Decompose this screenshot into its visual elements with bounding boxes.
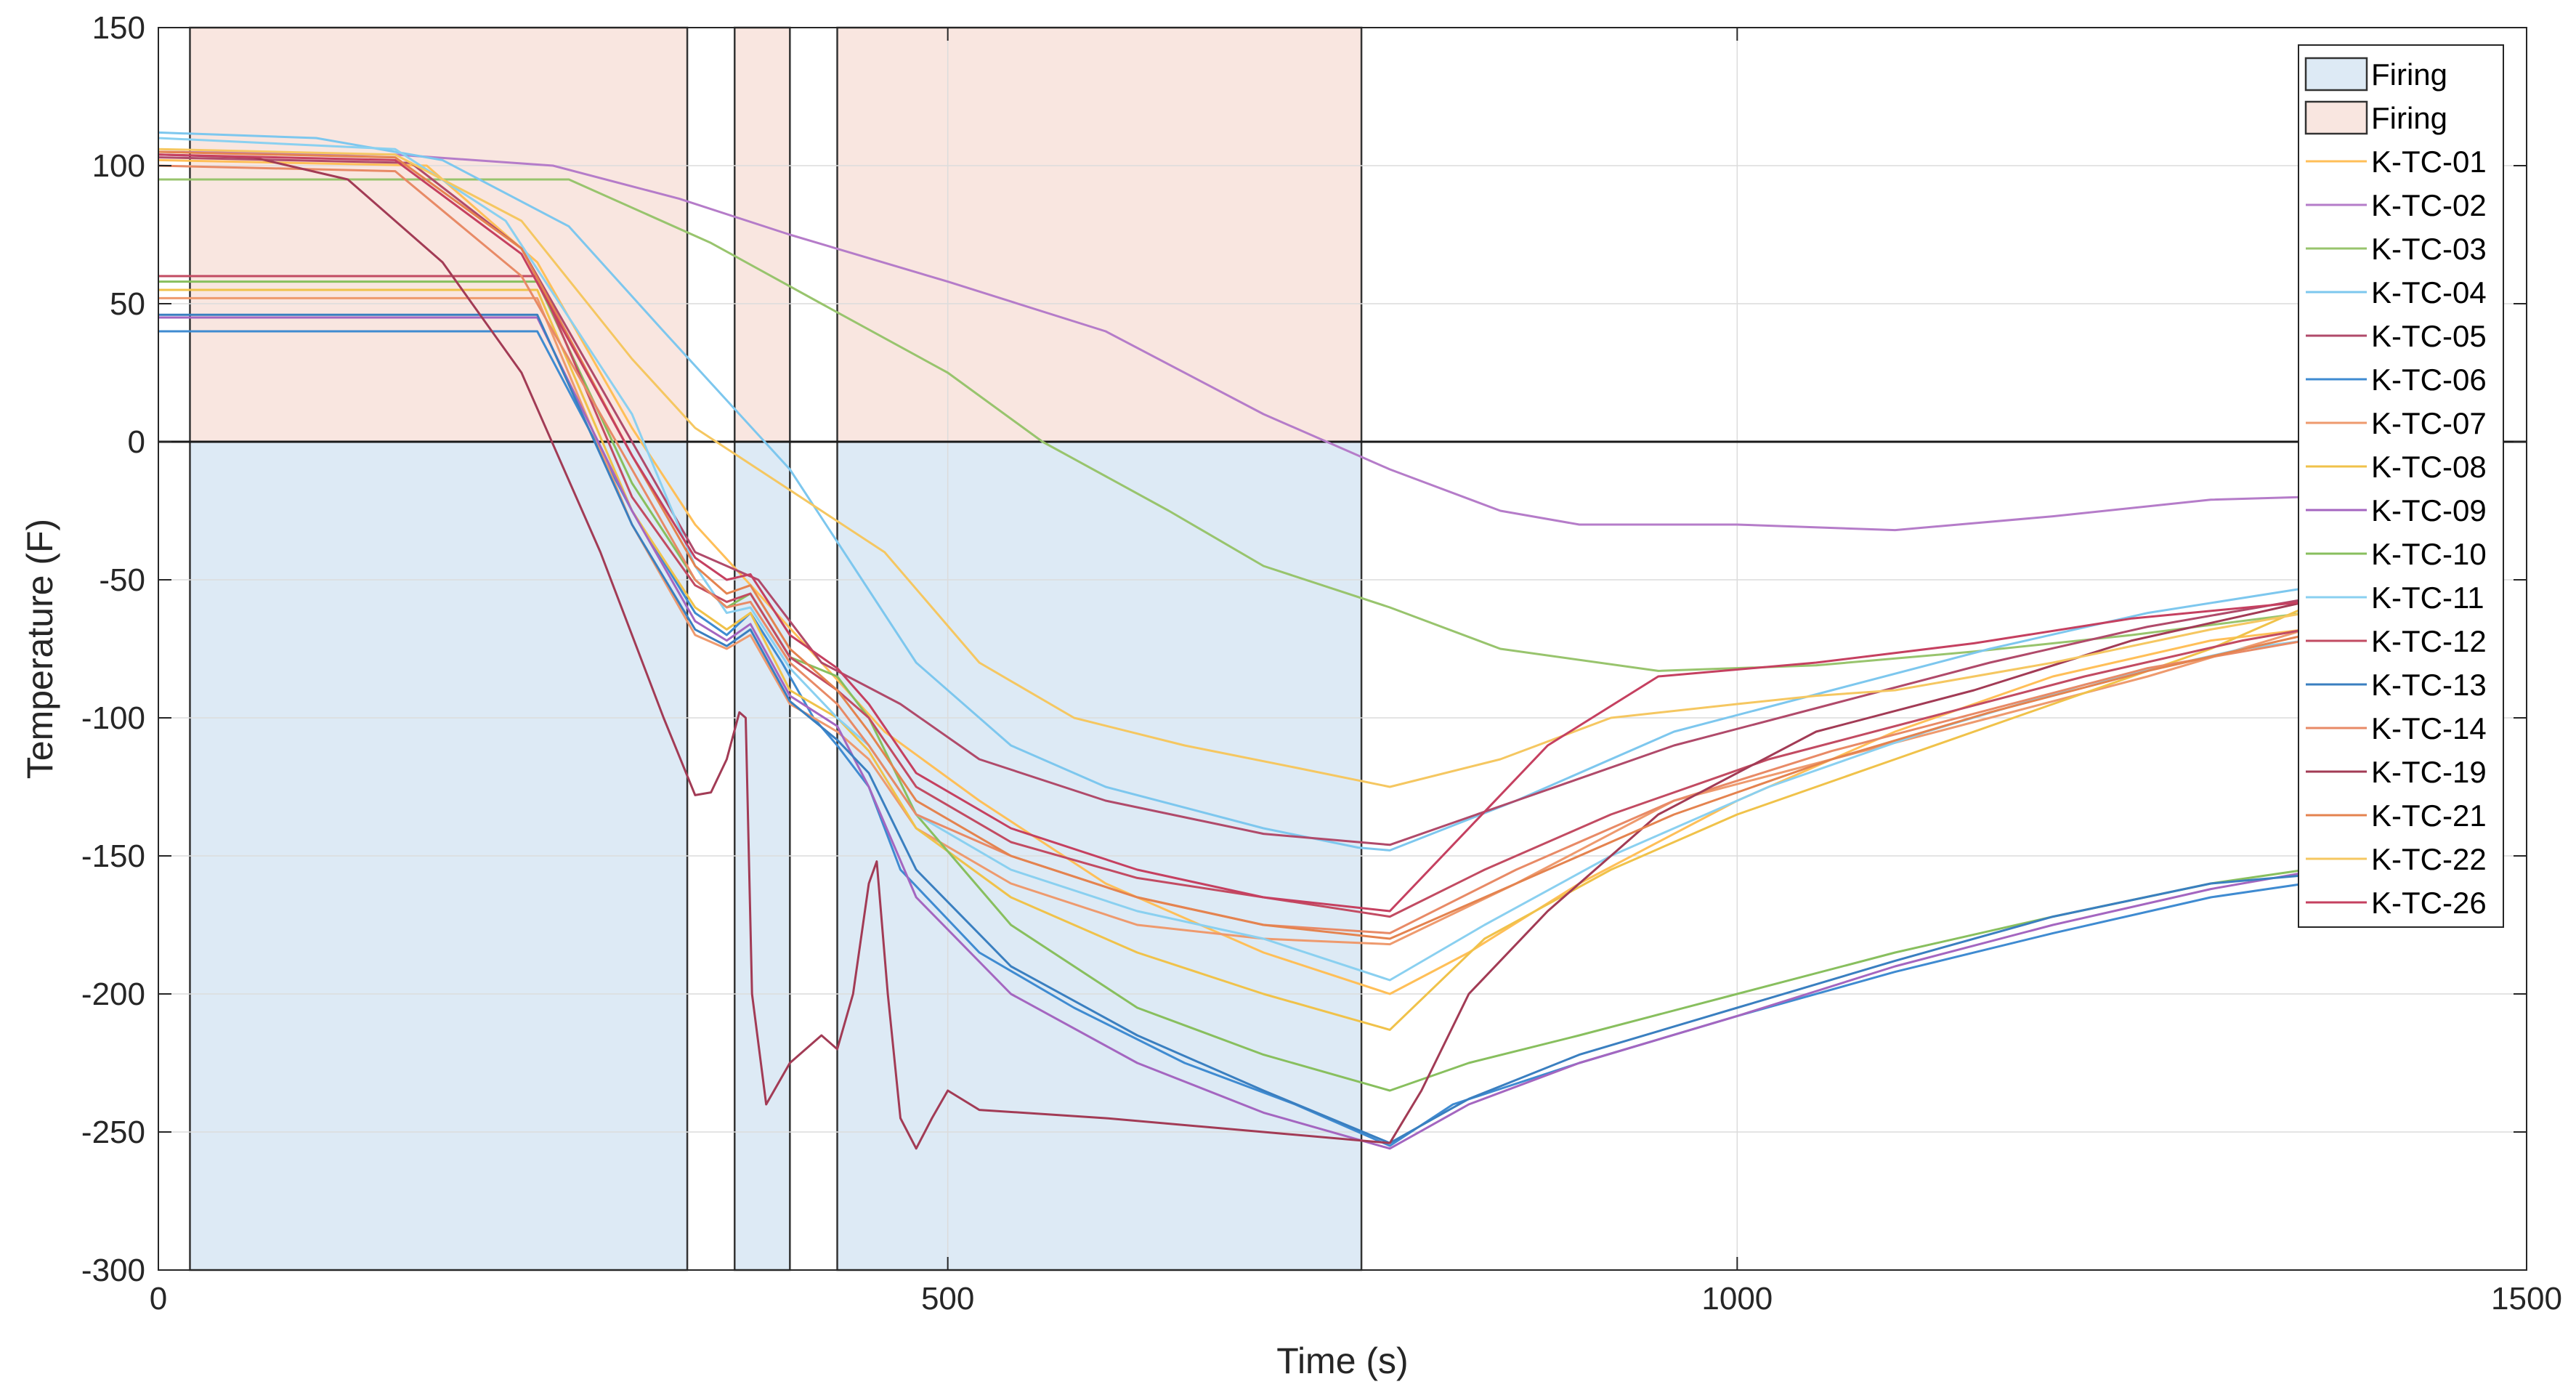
legend-label: K-TC-03 — [2371, 232, 2487, 266]
x-tick-label: 0 — [150, 1281, 167, 1317]
legend-label: K-TC-01 — [2371, 145, 2487, 179]
firing-region-2-1 — [189, 26, 689, 443]
series-line-k-tc-09 — [158, 316, 2306, 1150]
legend-firing-swatch — [2304, 57, 2368, 92]
legend-label: K-TC-07 — [2371, 406, 2487, 440]
y-tick-label: -250 — [81, 1115, 145, 1150]
series-line-k-tc-19 — [158, 153, 2306, 1150]
legend-label: K-TC-12 — [2371, 624, 2487, 658]
x-tick-label: 1500 — [2491, 1281, 2562, 1317]
legend-label: K-TC-06 — [2371, 363, 2487, 397]
legend-label: K-TC-13 — [2371, 668, 2487, 702]
legend-label: K-TC-08 — [2371, 450, 2487, 484]
y-tick-label: -200 — [81, 976, 145, 1012]
series-line-k-tc-14 — [158, 164, 2306, 934]
x-axis-label: Time (s) — [1276, 1341, 1408, 1381]
series-line-k-tc-13 — [158, 313, 2306, 1144]
series-line-k-tc-05 — [158, 156, 2306, 846]
legend-label: K-TC-14 — [2371, 711, 2487, 745]
series-line-k-tc-21 — [158, 150, 2306, 940]
legend-label: K-TC-10 — [2371, 537, 2487, 571]
series-line-k-tc-01 — [158, 158, 2306, 995]
legend-label: K-TC-21 — [2371, 798, 2487, 833]
y-tick-label: 0 — [128, 424, 145, 460]
firing-region-2-3 — [836, 26, 1363, 443]
series-line-k-tc-08 — [158, 288, 2306, 1031]
series-line-k-tc-12 — [158, 275, 2306, 918]
legend-label: K-TC-09 — [2371, 493, 2487, 527]
y-tick-label: -100 — [81, 700, 145, 736]
y-tick-label: -150 — [81, 838, 145, 874]
legend: Firing Firing K-TC-01 K-TC-02 K-TC-03 K-TC-04… — [2298, 44, 2504, 928]
legend-label: K-TC-22 — [2371, 842, 2487, 876]
legend-label: K-TC-19 — [2371, 755, 2487, 789]
series-lines — [158, 131, 2306, 1150]
legend-label: Firing — [2371, 57, 2447, 92]
series-line-k-tc-11 — [158, 137, 2306, 982]
legend-label: K-TC-05 — [2371, 319, 2487, 353]
y-tick-label: -50 — [99, 562, 145, 598]
plot-frame — [158, 27, 2527, 1271]
y-axis-label: Temperature (F) — [20, 519, 60, 779]
legend-box — [2298, 44, 2504, 928]
x-tick-label: 500 — [921, 1281, 974, 1317]
legend-label: K-TC-04 — [2371, 275, 2487, 310]
y-tick-label: 100 — [92, 148, 145, 184]
series-line-k-tc-03 — [158, 178, 2306, 672]
y-tick-label: 150 — [92, 10, 145, 46]
firing-region-2-2 — [734, 26, 791, 443]
series-line-k-tc-07 — [158, 296, 2306, 946]
legend-label: Firing — [2371, 101, 2447, 135]
legend-label: K-TC-11 — [2371, 581, 2484, 615]
legend-label: K-TC-02 — [2371, 188, 2487, 222]
y-tick-label: 50 — [110, 286, 145, 322]
y-tick-label: -300 — [81, 1253, 145, 1288]
axes: 0 500 1000 1500150100500-50-100-150-200-250… — [81, 10, 2562, 1317]
series-line-k-tc-22 — [158, 147, 2306, 788]
series-line-k-tc-26 — [158, 153, 2306, 913]
series-line-k-tc-02 — [158, 150, 2306, 532]
x-tick-label: 1000 — [1701, 1281, 1773, 1317]
legend-label: K-TC-26 — [2371, 886, 2487, 920]
shaded-regions — [189, 26, 1363, 1271]
series-line-k-tc-06 — [158, 330, 2306, 1147]
legend-firing-swatch — [2304, 100, 2368, 135]
